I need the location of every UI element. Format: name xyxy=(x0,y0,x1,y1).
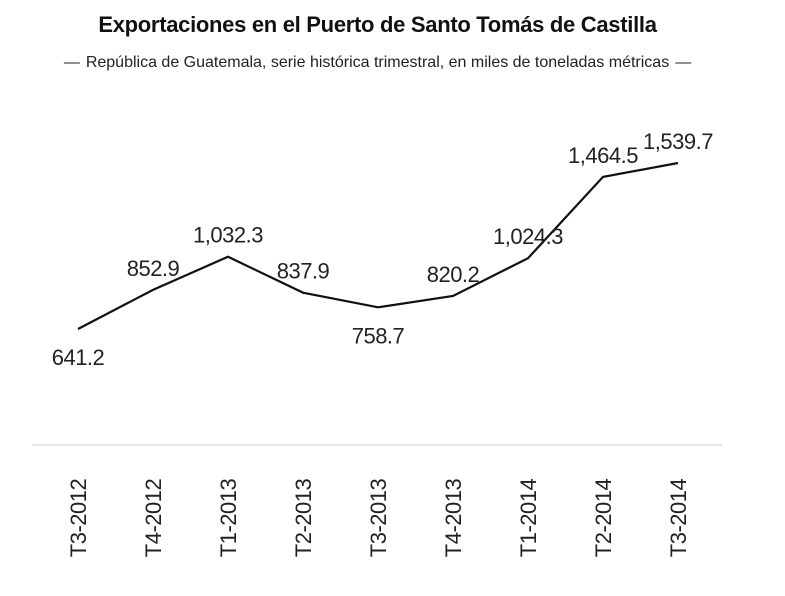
x-tick-label-T1-2013: T1-2013 xyxy=(216,479,241,558)
x-tick-label-T3-2012: T3-2012 xyxy=(66,479,91,558)
chart-title: Exportaciones en el Puerto de Santo Tomá… xyxy=(98,12,657,37)
x-tick-label-T2-2014: T2-2014 xyxy=(591,479,616,558)
x-tick-label-T3-2013: T3-2013 xyxy=(366,479,391,558)
subtitle-text: República de Guatemala, serie histórica … xyxy=(85,54,670,71)
data-label-T2-2013: 837.9 xyxy=(277,259,330,284)
x-tick-label-T1-2014: T1-2014 xyxy=(516,479,541,558)
x-tick-label-T4-2013: T4-2013 xyxy=(441,479,466,558)
data-label-T2-2014: 1,464.5 xyxy=(568,143,638,168)
data-label-T3-2013: 758.7 xyxy=(352,323,405,348)
data-label-T1-2014: 1,024.3 xyxy=(493,224,563,249)
x-tick-label-T2-2013: T2-2013 xyxy=(291,479,316,558)
data-label-T3-2014: 1,539.7 xyxy=(643,129,713,154)
data-label-T1-2013: 1,032.3 xyxy=(193,223,263,248)
series-line xyxy=(77,161,679,330)
subtitle-dash-left: — xyxy=(63,54,80,71)
chart-subtitle: — República de Guatemala, serie histórica… xyxy=(0,54,755,72)
x-tick-label-T3-2014: T3-2014 xyxy=(666,479,691,558)
x-tick-label-T4-2012: T4-2012 xyxy=(141,479,166,558)
data-label-T3-2012: 641.2 xyxy=(52,345,105,370)
subtitle-dash-right: — xyxy=(675,54,692,71)
data-label-T4-2012: 852.9 xyxy=(127,256,180,281)
data-label-T4-2013: 820.2 xyxy=(427,262,480,287)
